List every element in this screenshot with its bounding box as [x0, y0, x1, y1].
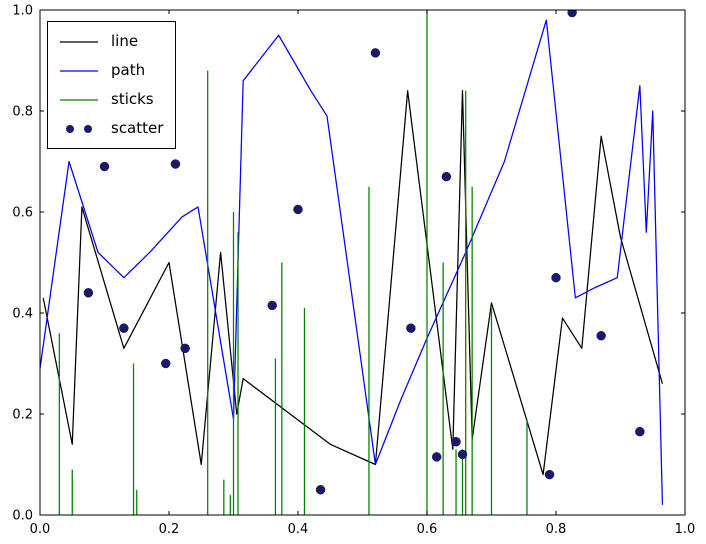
legend-label-line: line: [111, 32, 139, 50]
legend-entry-line: line: [57, 29, 163, 54]
legend-label-scatter: scatter: [111, 119, 164, 137]
x-tick-label: 0.0: [30, 522, 51, 537]
sticks-swatch-icon: [60, 98, 98, 101]
y-tick-label: 1.0: [12, 4, 33, 19]
legend: line path sticks scatter: [47, 21, 177, 149]
y-tick-label: 0.6: [12, 206, 33, 221]
path-swatch-icon: [60, 69, 98, 72]
axis-ticks: [39, 9, 686, 516]
y-tick-label: 0.0: [12, 509, 33, 524]
line-swatch-icon: [60, 40, 98, 43]
series-group: [40, 10, 664, 515]
sticks-series: [58, 10, 528, 515]
x-tick-label: 1.0: [675, 522, 696, 537]
x-tick-label: 0.2: [159, 522, 180, 537]
line-series: [42, 90, 664, 476]
scatter-swatch-icon: [66, 124, 92, 133]
y-tick-label: 0.8: [12, 105, 33, 120]
legend-entry-scatter: scatter: [57, 116, 163, 141]
y-tick-label: 0.2: [12, 408, 33, 423]
axis-tick-labels: 0.0 0.2 0.4 0.6 0.8 1.0 0.0 0.2 0.4 0.6 0.8 1.0: [12, 4, 695, 538]
legend-entry-path: path: [57, 58, 163, 83]
axes-frame: [39, 9, 686, 516]
legend-entry-sticks: sticks: [57, 87, 163, 112]
path-series: [40, 19, 664, 505]
x-tick-label: 0.8: [546, 522, 567, 537]
y-tick-label: 0.4: [12, 307, 33, 322]
legend-label-path: path: [111, 61, 146, 79]
x-tick-label: 0.4: [288, 522, 309, 537]
x-tick-label: 0.6: [417, 522, 438, 537]
scatter-series: [83, 10, 645, 495]
legend-label-sticks: sticks: [111, 90, 154, 108]
